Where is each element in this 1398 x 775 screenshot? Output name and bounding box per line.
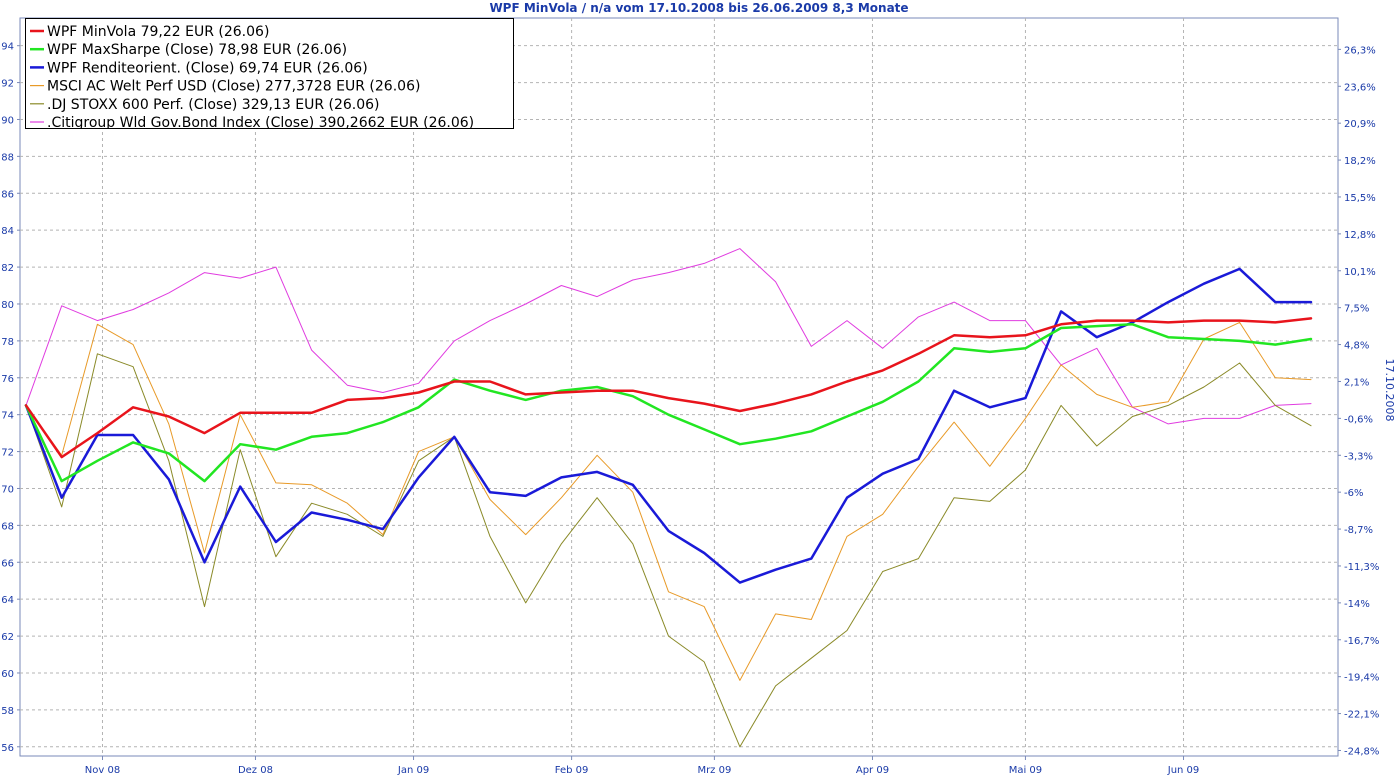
y-tick-label: 90 — [1, 115, 14, 126]
y-tick-label: 74 — [1, 411, 14, 422]
y-tick-label: 82 — [1, 263, 14, 274]
series-line — [25, 353, 1312, 748]
right-tick-label: 15,5% — [1344, 193, 1376, 204]
right-tick-label: -0,6% — [1344, 414, 1373, 425]
y-tick-label: 66 — [1, 558, 14, 569]
right-tick-label: 18,2% — [1344, 156, 1376, 167]
series-line — [24, 267, 1313, 584]
y-tick-label: 86 — [1, 189, 14, 200]
x-tick-label: Mai 09 — [1009, 765, 1042, 775]
y-tick-label: 70 — [1, 484, 14, 495]
y-tick-label: 84 — [1, 226, 14, 237]
series-line — [24, 317, 1313, 459]
y-tick-label: 56 — [1, 743, 14, 754]
right-tick-label: -8,7% — [1344, 525, 1373, 536]
x-tick-label: Jun 09 — [1167, 765, 1200, 775]
right-tick-label: 12,8% — [1344, 230, 1376, 241]
right-tick-label: -22,1% — [1344, 710, 1379, 721]
plot-frame — [19, 17, 1339, 757]
right-tick-label: -19,4% — [1344, 673, 1379, 684]
x-tick-label: Mrz 09 — [697, 765, 731, 775]
y-tick-label: 64 — [1, 595, 14, 606]
y-tick-label: 72 — [1, 448, 14, 459]
x-tick-label: Nov 08 — [85, 765, 120, 775]
axis-layer: 94 92 90 88 86 84 82 80 78 76 74 72 70 68 66 64 62 60 58 56… — [1, 42, 1379, 775]
right-tick-label: 4,8% — [1344, 341, 1369, 352]
right-tick-label: -14% — [1344, 599, 1370, 610]
right-tick-label: 26,3% — [1344, 45, 1376, 56]
y-tick-label: 78 — [1, 337, 14, 348]
series-layer — [24, 248, 1313, 748]
legend: WPF MinVola 79,22 EUR (26.06) WPF MaxShar… — [25, 18, 514, 131]
y-tick-label: 60 — [1, 669, 14, 680]
legend-label: WPF MaxSharpe (Close) 78,98 EUR (26.06) — [47, 42, 347, 58]
series-line — [25, 248, 1312, 425]
legend-label: WPF Renditeorient. (Close) 69,74 EUR (26… — [47, 60, 368, 76]
right-tick-label: -24,8% — [1344, 746, 1379, 757]
series-line — [24, 323, 1313, 483]
right-tick-label: -6% — [1344, 488, 1363, 499]
series-line — [25, 321, 1312, 681]
right-tick-label: -16,7% — [1344, 636, 1379, 647]
right-tick-label: -3,3% — [1344, 451, 1373, 462]
right-tick-label: 23,6% — [1344, 82, 1376, 93]
right-tick-label: -11,3% — [1344, 562, 1379, 573]
legend-label: MSCI AC Welt Perf USD (Close) 277,3728 E… — [47, 79, 420, 95]
x-tick-label: Dez 08 — [238, 765, 273, 775]
y-tick-label: 68 — [1, 521, 14, 532]
y-tick-label: 92 — [1, 79, 14, 90]
y-tick-label: 94 — [1, 42, 14, 53]
y-tick-label: 76 — [1, 374, 14, 385]
y-tick-label: 88 — [1, 152, 14, 163]
chart-title: WPF MinVola / n/a vom 17.10.2008 bis 26.… — [489, 1, 909, 15]
y-tick-label: 58 — [1, 706, 14, 717]
legend-label: .DJ STOXX 600 Perf. (Close) 329,13 EUR (… — [47, 97, 380, 113]
right-axis-label: 17.10.2008 — [1383, 359, 1396, 422]
legend-label: .Citigroup Wld Gov.Bond Index (Close) 39… — [47, 115, 474, 128]
x-tick-label: Jan 09 — [397, 765, 429, 775]
y-tick-label: 62 — [1, 632, 14, 643]
grid-layer — [19, 17, 1339, 757]
right-tick-label: 20,9% — [1344, 119, 1376, 130]
right-tick-label: 10,1% — [1344, 267, 1376, 278]
x-tick-label: Apr 09 — [856, 765, 889, 775]
right-tick-label: 7,5% — [1344, 304, 1369, 315]
x-tick-label: Feb 09 — [555, 765, 589, 775]
legend-label: WPF MinVola 79,22 EUR (26.06) — [47, 24, 269, 40]
right-tick-label: 2,1% — [1344, 377, 1369, 388]
y-tick-label: 80 — [1, 300, 14, 311]
